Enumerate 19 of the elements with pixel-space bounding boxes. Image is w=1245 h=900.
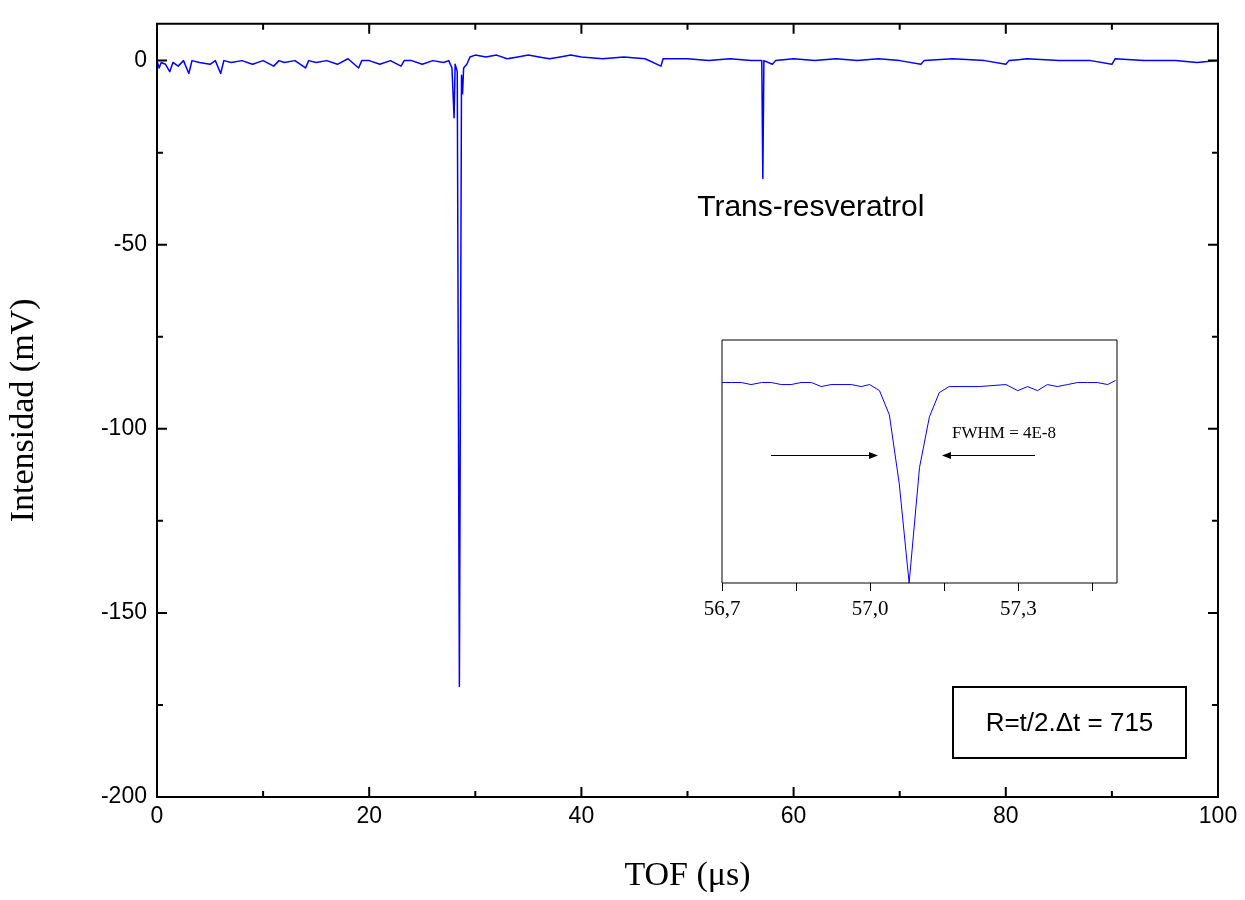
x-tick-label: 20 <box>356 802 382 829</box>
y-tick-label: -100 <box>100 414 147 441</box>
x-tick-label: 80 <box>993 802 1019 829</box>
x-tick-label: 60 <box>780 802 807 829</box>
y-axis-title: Intensidad (mV) <box>3 298 42 523</box>
x-tick-label: 56,7 <box>703 596 741 621</box>
annotation: Trans-resveratrol <box>697 188 925 222</box>
annotation: FWHM = 4E-8 <box>952 422 1057 442</box>
y-tick-label: -50 <box>113 230 147 257</box>
x-axis-title: TOF (μs) <box>624 854 751 893</box>
x-tick-label: 57,0 <box>851 596 889 621</box>
x-tick-label: 40 <box>568 802 595 829</box>
y-tick-label: 0 <box>134 45 147 72</box>
x-tick-label: 0 <box>150 802 164 829</box>
y-tick-label: -200 <box>100 782 147 809</box>
annotation: R=t/2.Δt = 715 <box>952 686 1187 759</box>
y-tick-label: -150 <box>100 598 147 625</box>
x-tick-label: 100 <box>1198 802 1238 829</box>
x-tick-label: 57,3 <box>999 596 1037 621</box>
